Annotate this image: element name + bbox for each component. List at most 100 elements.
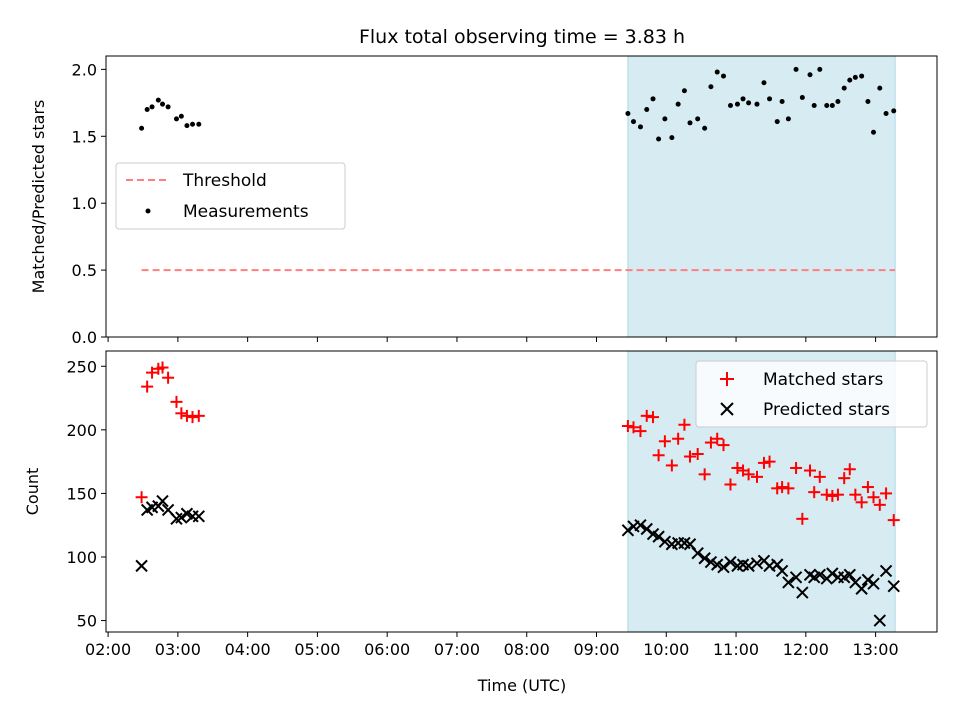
matched-star-point	[691, 447, 704, 460]
matched-star-point	[742, 468, 755, 481]
predicted-star-point	[750, 557, 764, 570]
ratio-x-ticks	[107, 337, 877, 342]
predicted-star-point	[621, 524, 635, 537]
legend-predicted-swatch	[720, 402, 734, 416]
measurement-point	[714, 69, 720, 75]
measurement-point	[165, 104, 171, 110]
x-axis-label: Time (UTC)	[477, 676, 566, 695]
matched-star-point	[776, 481, 789, 494]
predicted-star-point	[704, 555, 718, 569]
matched-star-point	[820, 488, 833, 501]
measurement-point	[824, 103, 830, 109]
measurement-point	[144, 107, 150, 113]
measurement-point	[160, 101, 166, 107]
matched-star-point	[704, 436, 717, 449]
measurement-point	[847, 77, 853, 83]
predicted-star-point	[634, 518, 647, 532]
matched-star-point	[873, 498, 886, 511]
measurement-point	[835, 98, 841, 104]
predicted-star-point	[867, 577, 880, 590]
measurement-point	[173, 116, 179, 122]
matched-star-points	[135, 361, 900, 527]
predicted-star-point	[192, 510, 206, 523]
measurement-point	[139, 125, 145, 131]
ratio-y-label: Matched/Predicted stars	[29, 100, 48, 294]
predicted-star-point	[843, 568, 856, 581]
count-y-axis: 50 100 150 200 250	[66, 357, 106, 631]
measurement-point	[852, 74, 858, 80]
measurement-point	[702, 125, 708, 131]
legend-matched-swatch	[720, 372, 734, 386]
predicted-star-point	[855, 582, 868, 595]
matched-star-point	[796, 512, 809, 525]
matched-star-point	[843, 463, 856, 476]
predicted-star-point	[135, 559, 148, 573]
y-tick-label: 0.0	[72, 328, 97, 347]
measurement-point	[883, 111, 889, 117]
matched-star-point	[867, 491, 880, 504]
matched-star-point	[658, 435, 671, 448]
matched-star-point	[826, 489, 839, 502]
measurement-point	[681, 88, 687, 94]
measurement-point	[754, 101, 760, 107]
measurement-point	[829, 103, 835, 109]
matched-star-point	[861, 481, 874, 494]
matched-star-point	[146, 366, 159, 379]
predicted-star-point	[698, 552, 711, 565]
predicted-star-point	[724, 555, 737, 569]
matched-star-point	[838, 472, 851, 485]
matched-star-point	[757, 456, 770, 469]
ratio-legend: Threshold Measurements	[115, 162, 346, 230]
x-tick-label: 13:00	[853, 640, 899, 659]
measurement-point	[149, 104, 155, 110]
matched-star-point	[634, 425, 647, 438]
count-panel-frame	[105, 350, 938, 633]
measurement-point	[720, 73, 726, 79]
matched-star-point	[135, 491, 148, 504]
predicted-star-point	[175, 511, 188, 524]
matched-star-point	[804, 464, 817, 477]
y-tick-label: 150	[66, 484, 97, 503]
measurement-point	[865, 98, 871, 104]
measurement-point	[785, 116, 791, 122]
measurement-point	[799, 94, 805, 100]
measurement-point	[184, 123, 190, 129]
predicted-star-point	[789, 571, 803, 584]
count-legend: Matched stars Predicted stars	[695, 360, 928, 428]
measurement-point	[644, 107, 650, 113]
count-y-label: Count	[23, 468, 42, 516]
x-tick-label: 06:00	[364, 640, 410, 659]
predicted-star-point	[658, 535, 672, 548]
measurement-point	[669, 135, 675, 141]
measurement-point	[625, 111, 631, 117]
ratio-panel-frame	[105, 55, 938, 338]
measurement-point	[178, 113, 184, 119]
measurement-point	[779, 98, 785, 104]
x-tick-label: 09:00	[573, 640, 619, 659]
measurement-point	[708, 84, 714, 90]
matched-star-point	[684, 450, 697, 463]
measurement-point	[746, 100, 752, 106]
x-tick-label: 10:00	[643, 640, 689, 659]
x-tick-label: 11:00	[713, 640, 759, 659]
y-tick-label: 100	[66, 548, 97, 567]
predicted-star-point	[826, 567, 839, 580]
x-tick-label: 12:00	[783, 640, 829, 659]
y-tick-label: 250	[66, 357, 97, 376]
legend-predicted-label: Predicted stars	[763, 400, 890, 420]
matched-star-point	[808, 486, 821, 499]
predicted-star-point	[742, 559, 755, 573]
ratio-y-axis: 0.0 0.5 1.0 1.5 2.0	[72, 60, 106, 347]
measurement-point	[695, 116, 701, 122]
matched-star-point	[175, 407, 188, 420]
x-tick-label: 03:00	[155, 640, 201, 659]
predicted-star-point	[711, 558, 724, 571]
matched-star-point	[621, 420, 634, 433]
x-tick-label: 02:00	[85, 640, 131, 659]
matched-star-point	[627, 421, 640, 434]
measurement-point	[662, 116, 668, 122]
matched-star-point	[880, 487, 893, 500]
matched-star-point	[711, 432, 724, 445]
measurement-point	[740, 96, 746, 102]
